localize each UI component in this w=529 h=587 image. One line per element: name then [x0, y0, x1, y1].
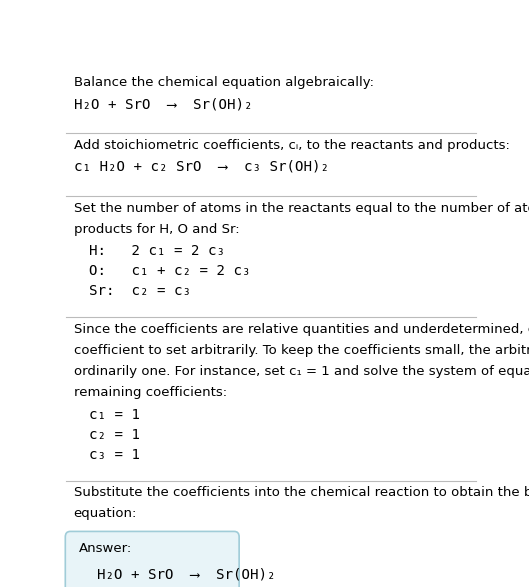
- FancyBboxPatch shape: [65, 531, 239, 587]
- Text: coefficient to set arbitrarily. To keep the coefficients small, the arbitrary va: coefficient to set arbitrarily. To keep …: [74, 344, 529, 357]
- Text: c₂ = 1: c₂ = 1: [89, 428, 140, 442]
- Text: c₁ H₂O + c₂ SrO  ⟶  c₃ Sr(OH)₂: c₁ H₂O + c₂ SrO ⟶ c₃ Sr(OH)₂: [74, 160, 329, 174]
- Text: O:   c₁ + c₂ = 2 c₃: O: c₁ + c₂ = 2 c₃: [89, 264, 250, 278]
- Text: equation:: equation:: [74, 508, 137, 521]
- Text: Set the number of atoms in the reactants equal to the number of atoms in the: Set the number of atoms in the reactants…: [74, 201, 529, 214]
- Text: products for H, O and Sr:: products for H, O and Sr:: [74, 222, 239, 236]
- Text: Answer:: Answer:: [79, 542, 132, 555]
- Text: c₁ = 1: c₁ = 1: [89, 407, 140, 421]
- Text: Add stoichiometric coefficients, cᵢ, to the reactants and products:: Add stoichiometric coefficients, cᵢ, to …: [74, 139, 509, 151]
- Text: Substitute the coefficients into the chemical reaction to obtain the balanced: Substitute the coefficients into the che…: [74, 486, 529, 499]
- Text: Since the coefficients are relative quantities and underdetermined, choose a: Since the coefficients are relative quan…: [74, 323, 529, 336]
- Text: H₂O + SrO  ⟶  Sr(OH)₂: H₂O + SrO ⟶ Sr(OH)₂: [97, 568, 276, 582]
- Text: c₃ = 1: c₃ = 1: [89, 448, 140, 462]
- Text: remaining coefficients:: remaining coefficients:: [74, 386, 226, 399]
- Text: H₂O + SrO  ⟶  Sr(OH)₂: H₂O + SrO ⟶ Sr(OH)₂: [74, 97, 252, 111]
- Text: Sr:  c₂ = c₃: Sr: c₂ = c₃: [89, 284, 190, 298]
- Text: H:   2 c₁ = 2 c₃: H: 2 c₁ = 2 c₃: [89, 244, 225, 258]
- Text: ordinarily one. For instance, set c₁ = 1 and solve the system of equations for t: ordinarily one. For instance, set c₁ = 1…: [74, 365, 529, 378]
- Text: Balance the chemical equation algebraically:: Balance the chemical equation algebraica…: [74, 76, 373, 89]
